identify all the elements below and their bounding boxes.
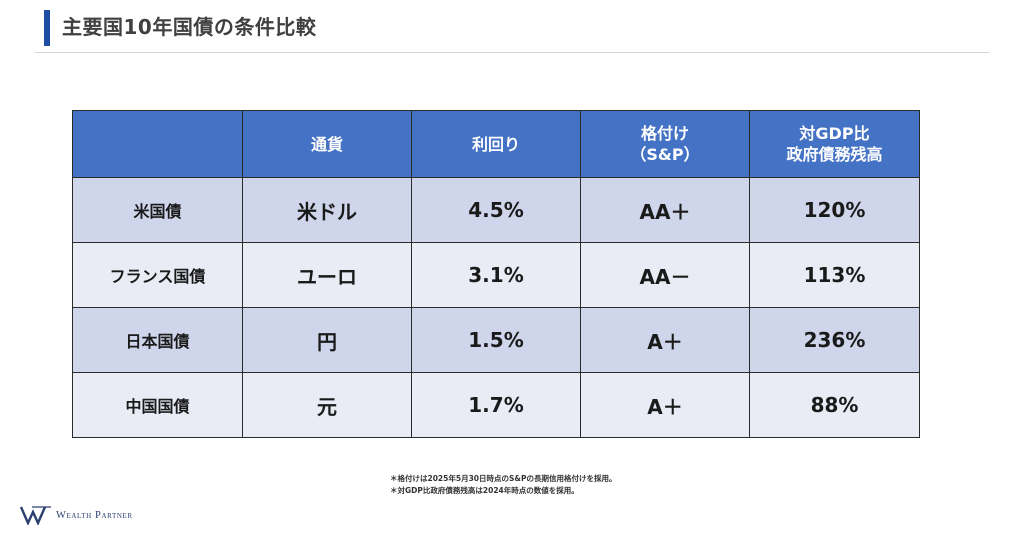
title-accent-bar	[44, 10, 50, 46]
row-rating: AA－	[580, 242, 750, 308]
footnote-rating: ＊格付けは2025年5月30日時点のS&Pの長期信用格付けを採用。	[390, 474, 617, 483]
header-rating: 格付け （S&P）	[580, 110, 750, 178]
header-currency: 通貨	[242, 110, 412, 178]
header-debt-line2: 政府債務残高	[786, 145, 883, 164]
header-debt-ratio: 対GDP比 政府債務残高	[749, 110, 920, 178]
row-yield: 3.1%	[411, 242, 581, 308]
table-row: 米国債 米ドル 4.5% AA＋ 120%	[72, 177, 920, 243]
page-title: 主要国10年国債の条件比較	[62, 15, 317, 39]
row-name: 日本国債	[72, 307, 243, 373]
logo-text: Wealth Partner	[56, 509, 133, 521]
row-yield: 4.5%	[411, 177, 581, 243]
title-divider	[35, 52, 990, 53]
row-yield: 1.5%	[411, 307, 581, 373]
table-header-row: 通貨 利回り 格付け （S&P） 対GDP比 政府債務残高	[72, 110, 920, 178]
company-logo: Wealth Partner	[20, 505, 133, 525]
row-currency: ユーロ	[242, 242, 412, 308]
bond-comparison-table: 通貨 利回り 格付け （S&P） 対GDP比 政府債務残高 米国債 米ドル 4.…	[72, 110, 920, 438]
row-currency: 米ドル	[242, 177, 412, 243]
row-rating: A＋	[580, 307, 750, 373]
header-yield: 利回り	[411, 110, 581, 178]
row-debt: 120%	[749, 177, 920, 243]
table-row: 日本国債 円 1.5% A＋ 236%	[72, 307, 920, 373]
row-name: 中国国債	[72, 372, 243, 438]
header-rating-line1: 格付け	[640, 124, 689, 143]
row-name: 米国債	[72, 177, 243, 243]
row-rating: AA＋	[580, 177, 750, 243]
header-debt-line1: 対GDP比	[799, 124, 870, 143]
row-yield: 1.7%	[411, 372, 581, 438]
row-debt: 236%	[749, 307, 920, 373]
row-name: フランス国債	[72, 242, 243, 308]
table-row: 中国国債 元 1.7% A＋ 88%	[72, 372, 920, 438]
table-row: フランス国債 ユーロ 3.1% AA－ 113%	[72, 242, 920, 308]
row-currency: 円	[242, 307, 412, 373]
footnote-debt: ＊対GDP比政府債務残高は2024年時点の数値を採用。	[390, 486, 579, 495]
row-debt: 113%	[749, 242, 920, 308]
header-empty	[72, 110, 243, 178]
row-currency: 元	[242, 372, 412, 438]
row-debt: 88%	[749, 372, 920, 438]
wealth-partner-logo-icon	[20, 506, 51, 525]
footnotes: ＊格付けは2025年5月30日時点のS&Pの長期信用格付けを採用。 ＊対GDP比…	[390, 473, 616, 497]
header-rating-line2: （S&P）	[630, 145, 700, 164]
row-rating: A＋	[580, 372, 750, 438]
